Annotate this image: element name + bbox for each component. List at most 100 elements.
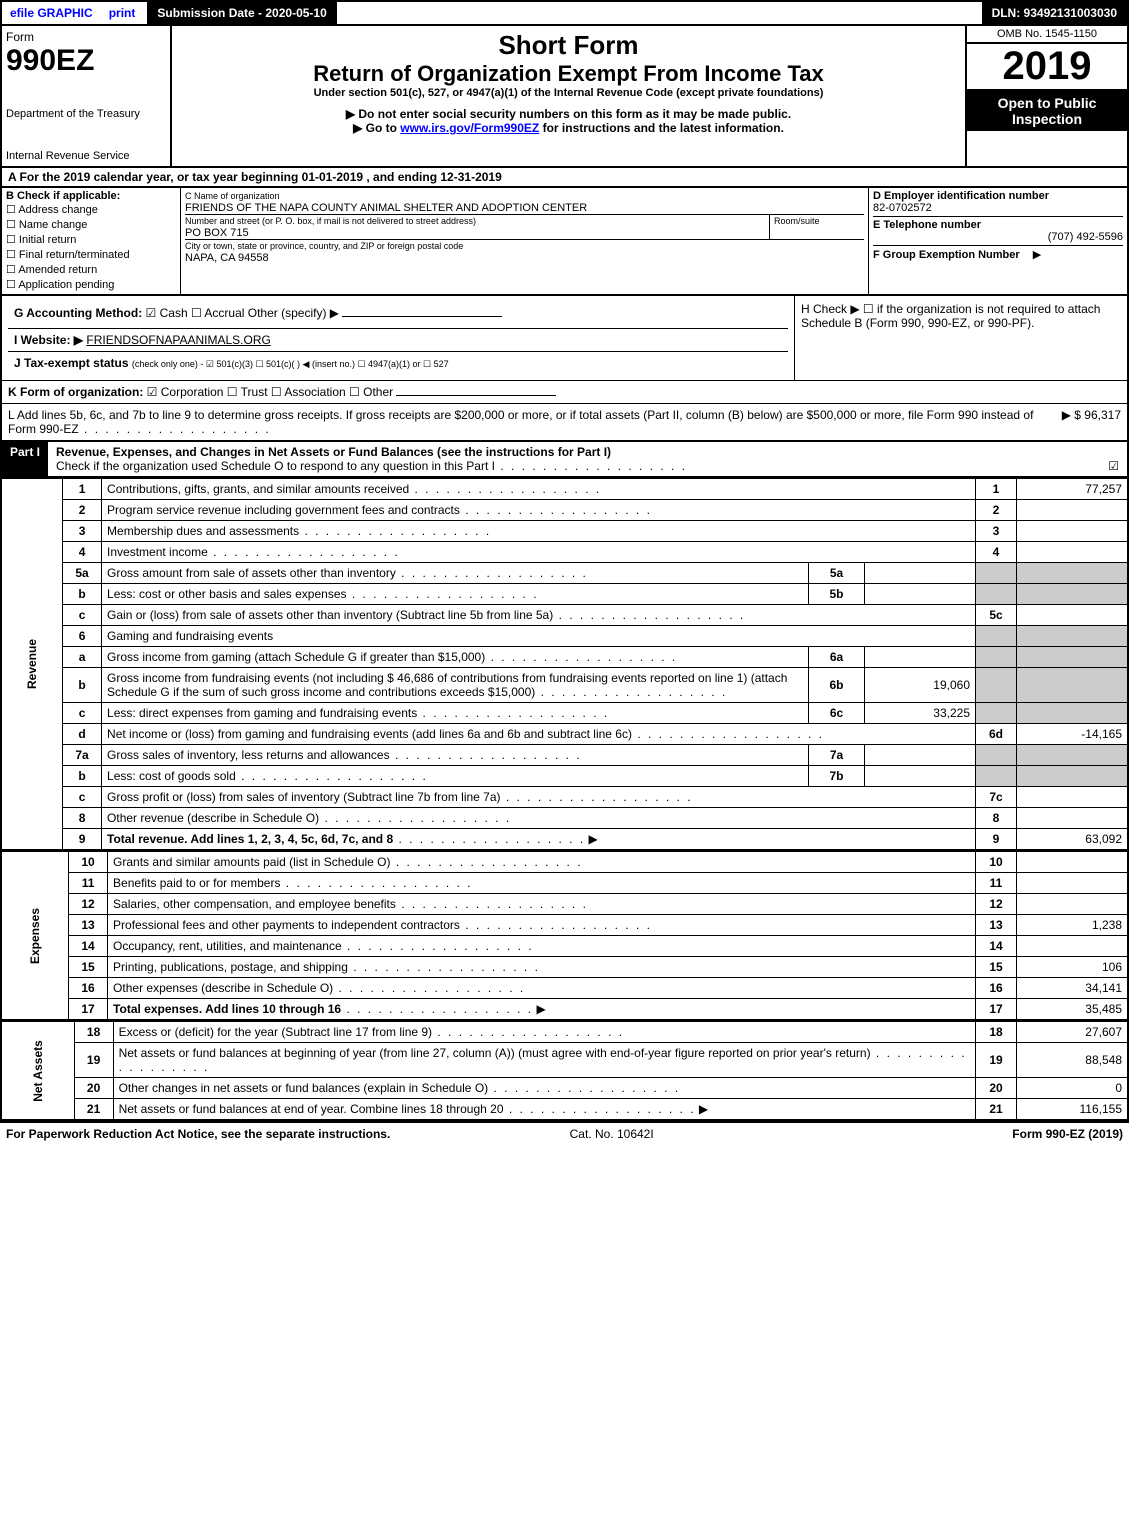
num-shade [976,647,1017,668]
dln: DLN: 93492131003030 [982,2,1127,24]
line-val: 88,548 [1017,1043,1129,1078]
line-boxnum: 15 [976,957,1017,978]
table-row: 9Total revenue. Add lines 1, 2, 3, 4, 5c… [1,829,1128,850]
table-row: 8Other revenue (describe in Schedule O)8 [1,808,1128,829]
table-row: 14Occupancy, rent, utilities, and mainte… [1,936,1128,957]
line-A: A For the 2019 calendar year, or tax yea… [0,168,1129,188]
val-shade [1017,584,1129,605]
print-link[interactable]: print [101,2,144,24]
line-boxnum: 20 [976,1078,1017,1099]
expenses-table: Expenses10Grants and similar amounts pai… [0,850,1129,1020]
goto-suffix: for instructions and the latest informat… [539,121,784,135]
subline-num: 6c [809,703,865,724]
efile-link[interactable]: efile GRAPHIC [2,2,101,24]
line-desc: Membership dues and assessments [102,521,976,542]
line-boxnum: 2 [976,500,1017,521]
footer-left: For Paperwork Reduction Act Notice, see … [6,1127,390,1141]
num-shade [976,563,1017,584]
table-row: 12Salaries, other compensation, and empl… [1,894,1128,915]
line-num: 1 [63,479,102,500]
line-boxnum: 8 [976,808,1017,829]
line-boxnum: 9 [976,829,1017,850]
line-val [1017,936,1129,957]
form-label: Form [6,30,166,44]
val-shade [1017,766,1129,787]
table-row: 3Membership dues and assessments3 [1,521,1128,542]
line-val: 34,141 [1017,978,1129,999]
B-label: B Check if applicable: [6,190,176,202]
line-desc: Occupancy, rent, utilities, and maintena… [108,936,976,957]
line-desc: Excess or (deficit) for the year (Subtra… [113,1021,975,1043]
footer-right: Form 990-EZ (2019) [1012,1127,1123,1141]
header-mid: Short Form Return of Organization Exempt… [172,26,965,166]
line-val [1017,851,1129,873]
org-name: FRIENDS OF THE NAPA COUNTY ANIMAL SHELTE… [185,202,587,214]
website[interactable]: FRIENDSOFNAPAANIMALS.ORG [86,333,270,347]
K-val[interactable]: ☑ Corporation ☐ Trust ☐ Association ☐ Ot… [147,385,393,399]
line-desc: Gross profit or (loss) from sales of inv… [102,787,976,808]
line-num: c [63,605,102,626]
side-label: Revenue [1,479,63,850]
line-num: 18 [74,1021,113,1043]
submission-date: Submission Date - 2020-05-10 [147,2,336,24]
line-boxnum: 14 [976,936,1017,957]
topbar: efile GRAPHIC print Submission Date - 20… [0,0,1129,26]
line-desc: Other expenses (describe in Schedule O) [108,978,976,999]
line-val: 0 [1017,1078,1129,1099]
H-text[interactable]: H Check ▶ ☐ if the organization is not r… [801,302,1100,330]
line-num: b [63,766,102,787]
val-shade [1017,703,1129,724]
line-val [1017,894,1129,915]
line-desc: Net assets or fund balances at beginning… [113,1043,975,1078]
side-label: Expenses [1,851,69,1020]
line-num: 6 [63,626,102,647]
chk-application-pending[interactable]: Application pending [6,277,176,292]
line-boxnum: 16 [976,978,1017,999]
chk-address-change[interactable]: Address change [6,202,176,217]
line-desc: Other revenue (describe in Schedule O) [102,808,976,829]
table-row: bLess: cost or other basis and sales exp… [1,584,1128,605]
G-opts[interactable]: ☑ Cash ☐ Accrual Other (specify) ▶ [146,306,339,320]
tax-year: 2019 [967,44,1127,91]
line-desc: Gross amount from sale of assets other t… [102,563,809,584]
L-amt: ▶ $ 96,317 [1062,408,1121,436]
line-num: a [63,647,102,668]
line-val [1017,542,1129,563]
footer-cat: Cat. No. 10642I [570,1127,654,1141]
subline-val: 19,060 [865,668,976,703]
K-label: K Form of organization: [8,385,143,399]
chk-amended-return[interactable]: Amended return [6,262,176,277]
line-desc: Program service revenue including govern… [102,500,976,521]
line-val [1017,500,1129,521]
goto-notice: ▶ Go to www.irs.gov/Form990EZ for instru… [176,121,961,135]
chk-initial-return[interactable]: Initial return [6,232,176,247]
line-val: 106 [1017,957,1129,978]
line-desc: Less: cost of goods sold [102,766,809,787]
goto-link[interactable]: www.irs.gov/Form990EZ [400,121,539,135]
line-val: 35,485 [1017,999,1129,1020]
J-val[interactable]: (check only one) - ☑ 501(c)(3) ☐ 501(c)(… [132,359,449,369]
table-row: dNet income or (loss) from gaming and fu… [1,724,1128,745]
header-left: Form 990EZ Department of the Treasury In… [2,26,172,166]
line-desc: Printing, publications, postage, and shi… [108,957,976,978]
table-row: 5aGross amount from sale of assets other… [1,563,1128,584]
col-C: C Name of organization FRIENDS OF THE NA… [181,188,869,294]
open-public: Open to Public Inspection [967,91,1127,131]
line-desc: Less: direct expenses from gaming and fu… [102,703,809,724]
line-J: J Tax-exempt status (check only one) - ☑… [8,351,788,374]
chk-name-change[interactable]: Name change [6,217,176,232]
table-row: 21Net assets or fund balances at end of … [1,1099,1128,1121]
table-row: bGross income from fundraising events (n… [1,668,1128,703]
chk-final-return[interactable]: Final return/terminated [6,247,176,262]
telephone: (707) 492-5596 [873,231,1123,243]
num-shade [976,703,1017,724]
partI-chk[interactable]: ☑ [1100,456,1127,476]
line-boxnum: 12 [976,894,1017,915]
subline-num: 5a [809,563,865,584]
org-city: NAPA, CA 94558 [185,252,269,264]
line-num: 21 [74,1099,113,1121]
val-shade [1017,745,1129,766]
line-num: 8 [63,808,102,829]
line-desc: Gross income from fundraising events (no… [102,668,809,703]
table-row: 16Other expenses (describe in Schedule O… [1,978,1128,999]
